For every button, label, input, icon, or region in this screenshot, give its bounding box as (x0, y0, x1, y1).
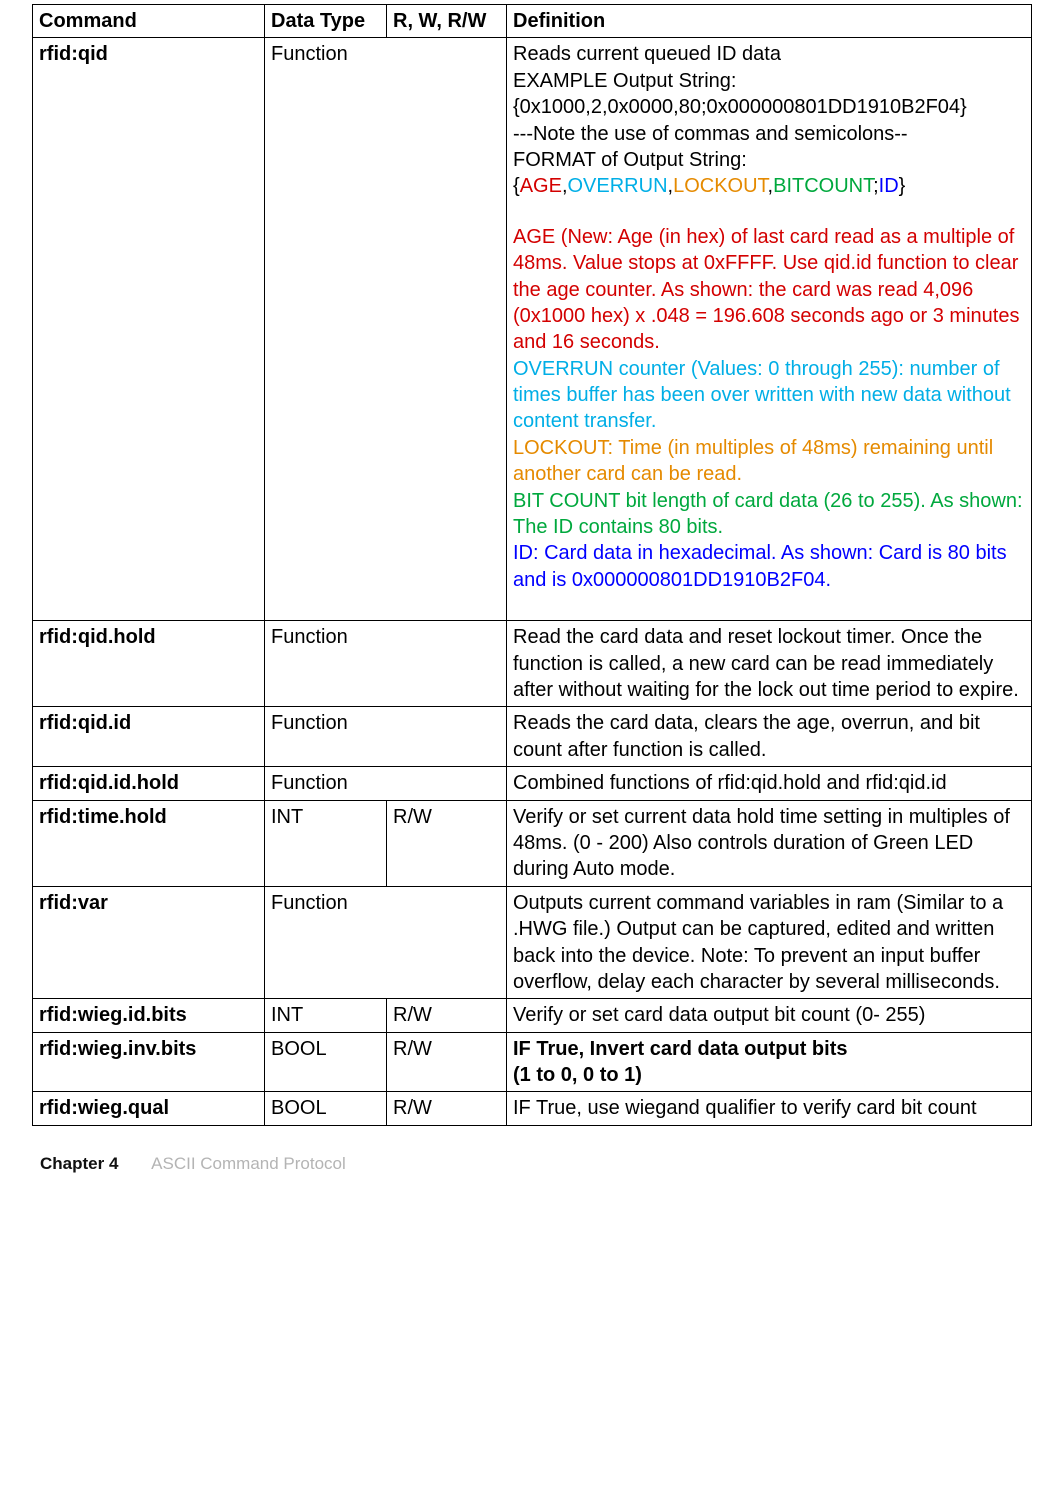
qid-format-string: {AGE,OVERRUN,LOCKOUT,BITCOUNT;ID} (513, 173, 1025, 199)
qid-line1: Reads current queued ID data (513, 41, 1025, 67)
cell-datatype: Function (265, 767, 507, 800)
fmt-id: ID (879, 175, 899, 197)
header-command: Command (33, 5, 265, 38)
qid-format-label: FORMAT of Output String: (513, 147, 1025, 173)
cell-rw: R/W (387, 1092, 507, 1125)
cell-datatype: Function (265, 621, 507, 707)
spacer (513, 200, 1025, 224)
cell-command: rfid:wieg.qual (33, 1092, 265, 1125)
table-header-row: Command Data Type R, W, R/W Definition (33, 5, 1032, 38)
cell-command: rfid:qid.id (33, 707, 265, 767)
footer-title: ASCII Command Protocol (151, 1154, 346, 1173)
cell-command: rfid:qid (33, 38, 265, 621)
cell-datatype: BOOL (265, 1032, 387, 1092)
cell-rw: R/W (387, 999, 507, 1032)
qid-note: ---Note the use of commas and semicolons… (513, 121, 1025, 147)
cell-definition: Verify or set card data output bit count… (507, 999, 1032, 1032)
qid-overrun-block: OVERRUN counter (Values: 0 through 255):… (513, 356, 1025, 435)
table-row: rfid:time.hold INT R/W Verify or set cur… (33, 800, 1032, 886)
fmt-age: AGE (520, 175, 562, 197)
header-rw: R, W, R/W (387, 5, 507, 38)
cell-datatype: INT (265, 999, 387, 1032)
cell-command: rfid:wieg.id.bits (33, 999, 265, 1032)
cell-definition: IF True, use wiegand qualifier to verify… (507, 1092, 1032, 1125)
qid-age-block: AGE (New: Age (in hex) of last card read… (513, 224, 1025, 356)
table-row: rfid:qid.id Function Reads the card data… (33, 707, 1032, 767)
table-row: rfid:qid.id.hold Function Combined funct… (33, 767, 1032, 800)
qid-line2: EXAMPLE Output String: (513, 68, 1025, 94)
header-definition: Definition (507, 5, 1032, 38)
cell-command: rfid:qid.id.hold (33, 767, 265, 800)
cell-rw: R/W (387, 800, 507, 886)
qid-bitcount-block: BIT COUNT bit length of card data (26 to… (513, 488, 1025, 541)
qid-definition: Reads current queued ID data EXAMPLE Out… (513, 41, 1025, 617)
cell-datatype: BOOL (265, 1092, 387, 1125)
cell-rw: R/W (387, 1032, 507, 1092)
brace-close: } (899, 175, 906, 197)
table-row: rfid:qid Function Reads current queued I… (33, 38, 1032, 621)
cell-definition: Read the card data and reset lockout tim… (507, 621, 1032, 707)
table-row: rfid:var Function Outputs current comman… (33, 886, 1032, 999)
cell-definition: IF True, Invert card data output bits (1… (507, 1032, 1032, 1092)
fmt-lockout: LOCKOUT (673, 175, 767, 197)
cell-datatype: Function (265, 707, 507, 767)
cell-command: rfid:var (33, 886, 265, 999)
footer-chapter: Chapter 4 (40, 1154, 118, 1173)
brace-open: { (513, 175, 520, 197)
fmt-bitcount: BITCOUNT (773, 175, 873, 197)
cell-command: rfid:time.hold (33, 800, 265, 886)
cell-definition: Reads current queued ID data EXAMPLE Out… (507, 38, 1032, 621)
page: Command Data Type R, W, R/W Definition r… (0, 0, 1064, 1214)
page-footer: Chapter 4 ASCII Command Protocol (32, 1154, 1032, 1174)
table-row: rfid:wieg.inv.bits BOOL R/W IF True, Inv… (33, 1032, 1032, 1092)
cell-command: rfid:wieg.inv.bits (33, 1032, 265, 1092)
cell-definition: Combined functions of rfid:qid.hold and … (507, 767, 1032, 800)
table-row: rfid:wieg.qual BOOL R/W IF True, use wie… (33, 1092, 1032, 1125)
qid-lockout-block: LOCKOUT: Time (in multiples of 48ms) rem… (513, 435, 1025, 488)
table-row: rfid:wieg.id.bits INT R/W Verify or set … (33, 999, 1032, 1032)
cell-definition: Outputs current command variables in ram… (507, 886, 1032, 999)
cell-definition: Reads the card data, clears the age, ove… (507, 707, 1032, 767)
table-row: rfid:qid.hold Function Read the card dat… (33, 621, 1032, 707)
cell-datatype: Function (265, 38, 507, 621)
qid-id-block: ID: Card data in hexadecimal. As shown: … (513, 540, 1025, 593)
spacer (513, 593, 1025, 617)
command-table: Command Data Type R, W, R/W Definition r… (32, 4, 1032, 1126)
cell-datatype: INT (265, 800, 387, 886)
cell-command: rfid:qid.hold (33, 621, 265, 707)
fmt-overrun: OVERRUN (568, 175, 668, 197)
cell-definition: Verify or set current data hold time set… (507, 800, 1032, 886)
qid-line3: {0x1000,2,0x0000,80;0x000000801DD1910B2F… (513, 94, 1025, 120)
header-datatype: Data Type (265, 5, 387, 38)
cell-datatype: Function (265, 886, 507, 999)
